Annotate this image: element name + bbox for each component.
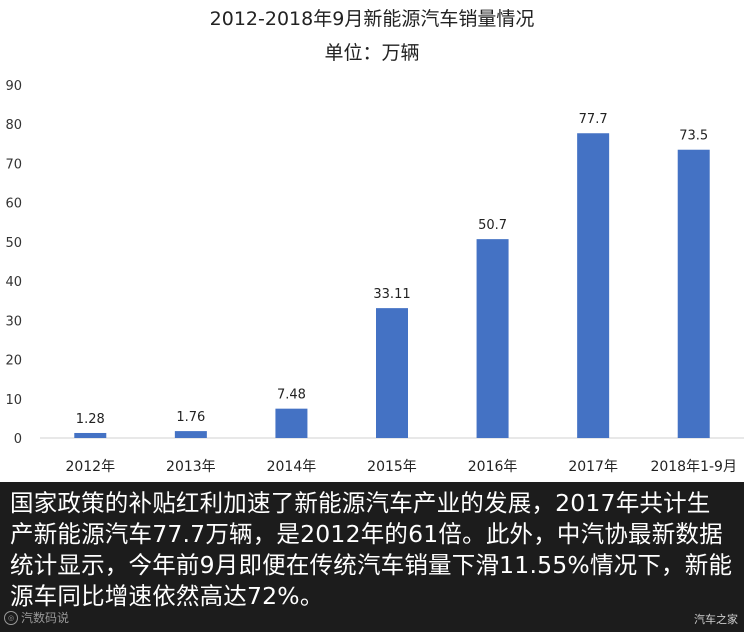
data-label: 7.48 bbox=[277, 388, 306, 403]
y-tick-label: 70 bbox=[5, 157, 22, 172]
data-label: 77.7 bbox=[579, 112, 608, 127]
logo-icon: ◎ bbox=[4, 610, 18, 625]
y-tick-label: 90 bbox=[5, 79, 22, 94]
watermark-right: 汽车之家 bbox=[694, 613, 738, 626]
x-tick-label: 2015年 bbox=[367, 459, 417, 475]
data-label: 33.11 bbox=[373, 287, 410, 302]
y-tick-label: 60 bbox=[5, 197, 22, 212]
y-tick-label: 50 bbox=[5, 236, 22, 251]
bar-chart: 0 10 20 30 40 50 60 70 80 90 1.28 2012年 1.76 2013年 7.4… bbox=[5, 79, 744, 475]
x-tick-label: 2018年1-9月 bbox=[650, 459, 737, 475]
bar bbox=[376, 308, 408, 438]
x-tick-label: 2014年 bbox=[267, 459, 317, 475]
y-tick-label: 20 bbox=[5, 354, 22, 369]
chart-title: 2012-2018年9月新能源汽车销量情况 bbox=[209, 8, 535, 30]
y-tick-label: 0 bbox=[14, 432, 22, 447]
chart-area: 2012-2018年9月新能源汽车销量情况 单位：万辆 0 10 20 30 40 50 6… bbox=[5, 8, 744, 475]
y-tick-label: 30 bbox=[5, 314, 22, 329]
caption-text: 国家政策的补贴红利加速了新能源汽车产业的发展，2017年共计生产新能源汽车77.… bbox=[10, 489, 733, 610]
y-tick-label: 80 bbox=[5, 118, 22, 133]
chart-subtitle: 单位：万辆 bbox=[324, 42, 420, 64]
watermark-left-text: 汽数码说 bbox=[21, 611, 70, 625]
x-tick-label: 2013年 bbox=[166, 459, 216, 475]
x-tick-label: 2016年 bbox=[468, 459, 518, 475]
bar bbox=[476, 239, 509, 438]
y-tick-label: 40 bbox=[5, 275, 22, 290]
data-label: 1.76 bbox=[176, 410, 205, 425]
data-label: 73.5 bbox=[679, 129, 708, 144]
x-tick-label: 2012年 bbox=[65, 459, 115, 475]
bar bbox=[74, 432, 107, 438]
y-tick-label: 10 bbox=[5, 393, 22, 408]
caption-panel: 国家政策的补贴红利加速了新能源汽车产业的发展，2017年共计生产新能源汽车77.… bbox=[0, 482, 744, 632]
x-tick-label: 2017年 bbox=[568, 459, 618, 475]
watermark-left: ◎ 汽数码说 bbox=[4, 609, 69, 626]
data-label: 1.28 bbox=[76, 412, 105, 427]
bar bbox=[577, 133, 610, 438]
data-label: 50.7 bbox=[478, 218, 507, 233]
bar bbox=[677, 149, 710, 438]
bar bbox=[174, 431, 207, 438]
bar bbox=[275, 408, 308, 438]
